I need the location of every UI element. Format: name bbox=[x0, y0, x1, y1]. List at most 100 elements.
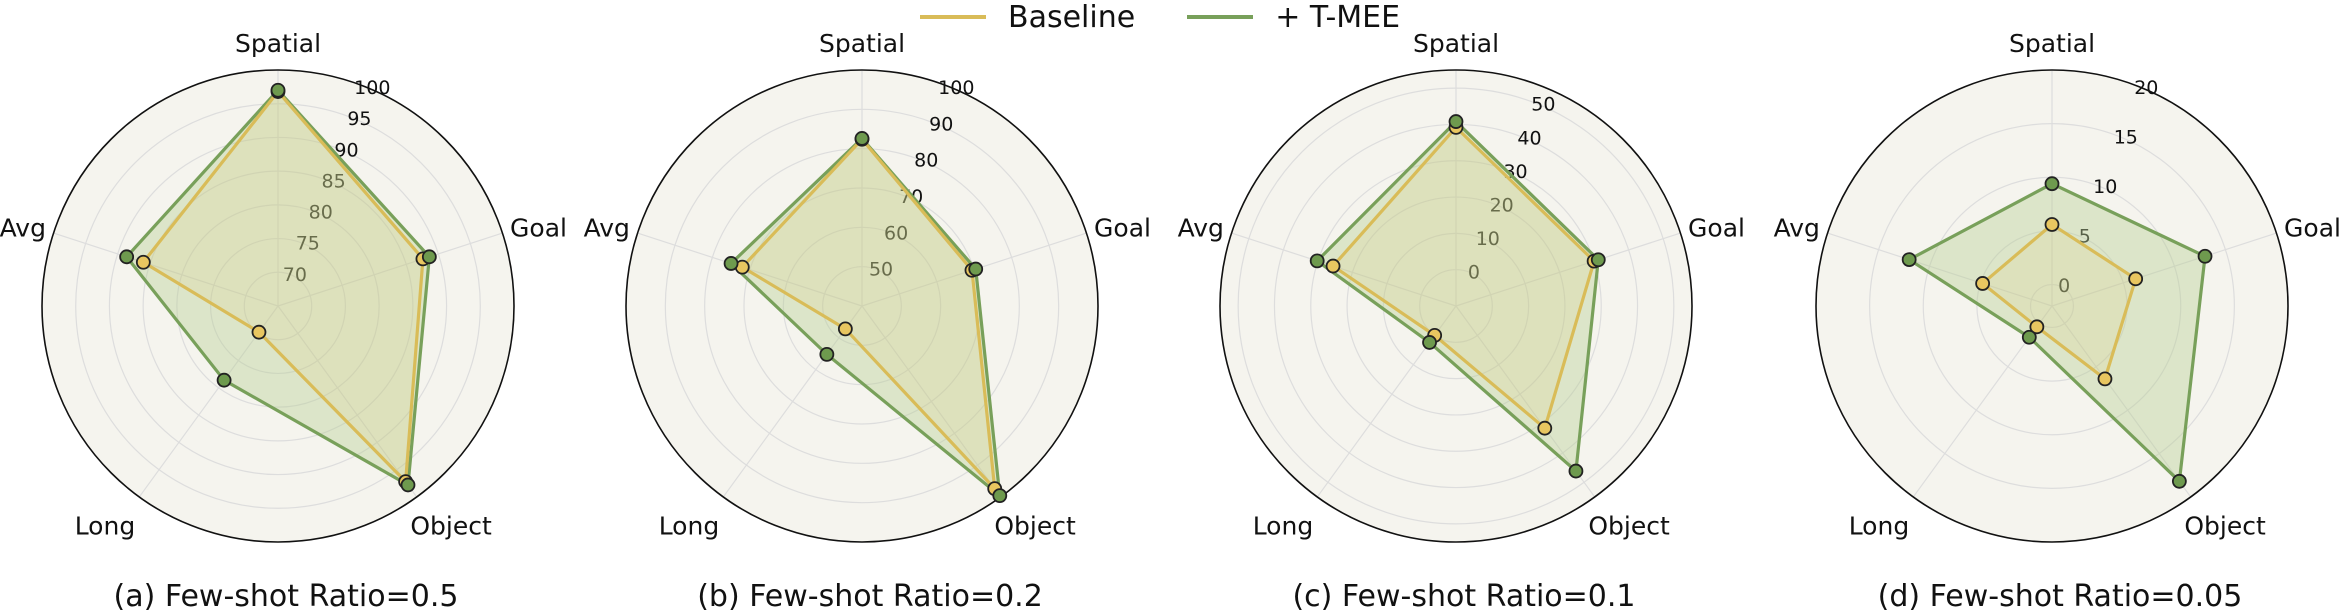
axis-label-avg: Avg bbox=[0, 214, 46, 243]
spoke-goal bbox=[2051, 232, 2277, 307]
axis-label-spatial: Spatial bbox=[235, 29, 321, 58]
point-tmee-long bbox=[216, 372, 232, 388]
radar-panel-1: 707580859095100SpatialGoalObjectLongAvg(… bbox=[0, 29, 567, 612]
axis-label-avg: Avg bbox=[1774, 214, 1820, 243]
legend-item-baseline: Baseline bbox=[920, 0, 1135, 35]
radial-tick-label: 0 bbox=[2058, 275, 2070, 297]
axis-label-long: Long bbox=[659, 512, 720, 541]
point-baseline-long bbox=[251, 324, 267, 340]
radial-tick-label: 80 bbox=[914, 150, 938, 172]
radial-tick-label: 60 bbox=[884, 222, 908, 244]
point-tmee-object bbox=[2171, 473, 2187, 489]
panel-caption: (d) Few-shot Ratio=0.05 bbox=[1878, 579, 2243, 612]
radial-tick-label: 85 bbox=[322, 170, 346, 192]
point-tmee-spatial bbox=[270, 82, 286, 98]
point-baseline-object bbox=[2097, 371, 2113, 387]
point-tmee-long bbox=[2021, 329, 2037, 345]
axis-label-goal: Goal bbox=[2284, 214, 2341, 243]
axis-label-spatial: Spatial bbox=[819, 29, 905, 58]
spoke-avg bbox=[53, 232, 279, 307]
spoke-object bbox=[2051, 305, 2192, 498]
point-tmee-goal bbox=[968, 261, 984, 277]
radial-tick-label: 10 bbox=[1476, 228, 1500, 250]
point-baseline-object bbox=[1537, 420, 1553, 436]
legend-swatch-baseline bbox=[920, 15, 986, 19]
radial-tick-label: 50 bbox=[869, 259, 893, 281]
legend-label-baseline: Baseline bbox=[1008, 0, 1136, 35]
axis-label-avg: Avg bbox=[584, 214, 630, 243]
spoke-object bbox=[277, 305, 418, 498]
point-tmee-long bbox=[819, 346, 835, 362]
series-line-tmee bbox=[1907, 182, 2207, 483]
point-tmee-spatial bbox=[1448, 114, 1464, 129]
axis-label-long: Long bbox=[75, 512, 136, 541]
polar-frame bbox=[1815, 69, 2289, 543]
radial-tick-label: 20 bbox=[1490, 194, 1514, 216]
radar-panel-2: 5060708090100SpatialGoalObjectLongAvg(b)… bbox=[584, 29, 1151, 612]
radial-tick-label: 40 bbox=[1517, 127, 1541, 149]
radial-tick-label: 10 bbox=[2093, 176, 2117, 198]
axis-label-avg: Avg bbox=[1178, 214, 1224, 243]
point-tmee-object bbox=[992, 488, 1008, 504]
point-tmee-object bbox=[400, 477, 416, 493]
legend-swatch-tmee bbox=[1187, 15, 1254, 19]
spoke-avg bbox=[637, 232, 863, 307]
axis-label-spatial: Spatial bbox=[2009, 29, 2095, 58]
panel-caption: (a) Few-shot Ratio=0.5 bbox=[114, 579, 459, 612]
point-tmee-long bbox=[1422, 335, 1437, 350]
point-tmee-spatial bbox=[2044, 176, 2060, 192]
spoke-avg bbox=[1827, 232, 2053, 307]
point-tmee-goal bbox=[1590, 252, 1606, 268]
point-baseline-spatial bbox=[2044, 217, 2060, 232]
point-tmee-goal bbox=[421, 249, 437, 265]
spoke-avg bbox=[1231, 232, 1457, 307]
series-line-baseline bbox=[1981, 222, 2138, 381]
axis-label-object: Object bbox=[2184, 512, 2266, 541]
axis-label-goal: Goal bbox=[1094, 214, 1151, 243]
point-tmee-goal bbox=[2197, 248, 2213, 264]
radial-tick-label: 80 bbox=[309, 202, 333, 224]
point-tmee-object bbox=[1568, 463, 1584, 479]
series-line-tmee bbox=[1315, 119, 1600, 473]
axis-label-spatial: Spatial bbox=[1413, 29, 1499, 58]
legend-item-tmee: + T-MEE bbox=[1187, 0, 1400, 35]
spoke-object bbox=[861, 305, 1002, 498]
radial-tick-label: 90 bbox=[334, 139, 358, 161]
point-tmee-avg bbox=[119, 249, 135, 265]
radial-tick-label: 0 bbox=[1468, 261, 1480, 283]
legend: Baseline + T-MEE bbox=[920, 0, 1400, 35]
polar-frame bbox=[41, 69, 515, 543]
radial-tick-label: 90 bbox=[929, 113, 953, 135]
radial-tick-label: 15 bbox=[2114, 127, 2138, 149]
series-line-baseline bbox=[740, 137, 997, 491]
series-line-baseline bbox=[141, 89, 425, 484]
radial-tick-label: 20 bbox=[2134, 77, 2158, 99]
point-baseline-goal bbox=[2128, 271, 2144, 287]
axis-label-object: Object bbox=[994, 512, 1076, 541]
point-tmee-avg bbox=[723, 256, 739, 271]
spoke-goal bbox=[1455, 232, 1681, 307]
axis-label-object: Object bbox=[1588, 512, 1670, 541]
point-baseline-long bbox=[837, 321, 853, 337]
point-baseline-avg bbox=[135, 254, 151, 270]
polar-frame bbox=[625, 69, 1099, 543]
axis-label-long: Long bbox=[1849, 512, 1910, 541]
legend-label-tmee: + T-MEE bbox=[1275, 0, 1401, 35]
polar-frame bbox=[1219, 69, 1693, 543]
radial-tick-label: 50 bbox=[1531, 94, 1555, 116]
point-baseline-avg bbox=[1975, 276, 1991, 291]
series-line-baseline bbox=[1331, 125, 1596, 430]
point-tmee-avg bbox=[1309, 253, 1325, 269]
axis-label-goal: Goal bbox=[1688, 214, 1745, 243]
point-baseline-long bbox=[2029, 319, 2045, 335]
series-line-tmee bbox=[729, 136, 1002, 498]
spoke-long bbox=[722, 305, 863, 498]
radial-tick-label: 95 bbox=[347, 108, 371, 130]
panel-caption: (b) Few-shot Ratio=0.2 bbox=[697, 579, 1043, 612]
axis-label-long: Long bbox=[1253, 512, 1314, 541]
point-tmee-spatial bbox=[854, 131, 870, 146]
spoke-goal bbox=[277, 232, 503, 307]
